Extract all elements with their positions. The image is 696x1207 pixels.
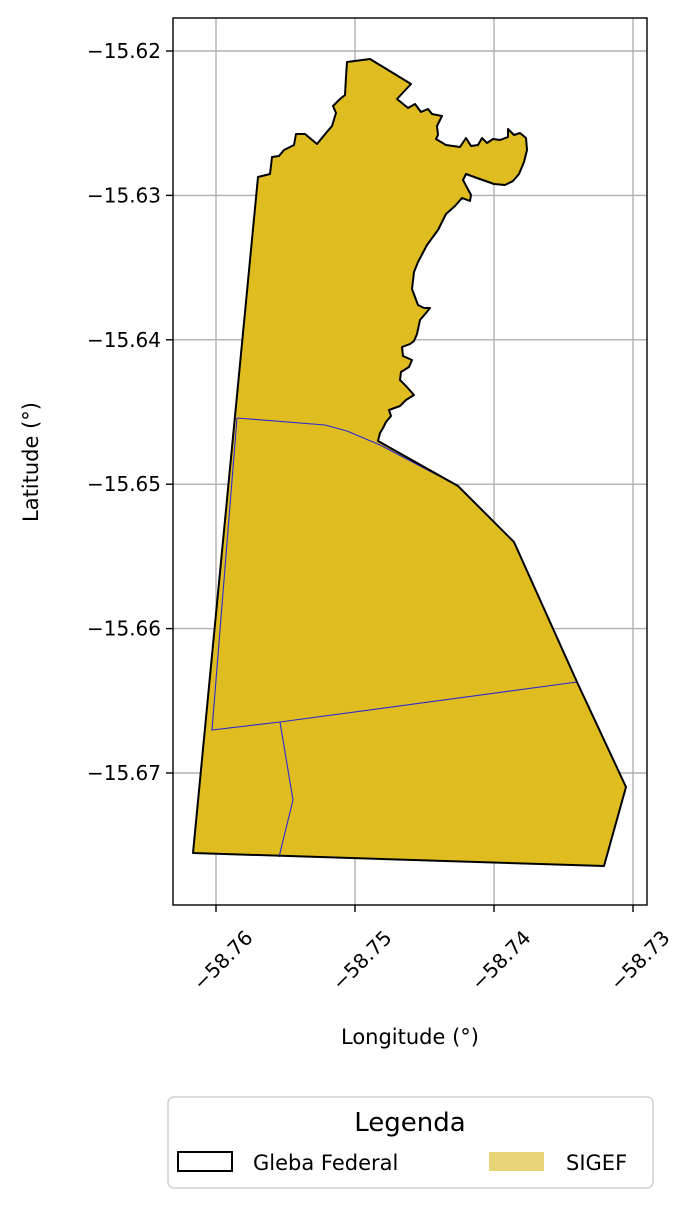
y-tick-label: −15.62 <box>87 39 161 63</box>
y-axis-title: Latitude (°) <box>19 402 43 522</box>
y-tick-label: −15.67 <box>87 761 161 785</box>
x-axis-title: Longitude (°) <box>341 1025 479 1049</box>
legend: Legenda Gleba Federal SIGEF <box>167 1096 654 1189</box>
legend-label-gleba: Gleba Federal <box>253 1151 398 1175</box>
axes-frame <box>172 17 648 906</box>
x-tick-label: −58.73 <box>605 926 674 995</box>
x-tick-label: −58.75 <box>327 926 396 995</box>
y-tick-label: −15.64 <box>87 328 161 352</box>
y-tick-label: −15.63 <box>87 183 161 207</box>
parcel-boundary-line <box>236 417 459 487</box>
legend-title: Legenda <box>354 1108 465 1138</box>
legend-swatch-gleba <box>177 1151 233 1172</box>
y-tick-label: −15.65 <box>87 472 161 496</box>
x-tick-label: −58.74 <box>466 926 535 995</box>
y-tick-label: −15.66 <box>87 617 161 641</box>
gleba-federal-outline <box>192 58 627 867</box>
x-tick-label: −58.76 <box>188 926 257 995</box>
legend-label-sigef: SIGEF <box>566 1151 627 1175</box>
sigef-polygon <box>193 59 626 866</box>
legend-swatch-sigef <box>489 1152 544 1171</box>
polygons-layer <box>192 58 627 867</box>
parcel-boundary-line <box>211 417 578 731</box>
parcel-boundary-line <box>278 721 294 858</box>
sigef-parcel-boundaries <box>211 417 578 858</box>
